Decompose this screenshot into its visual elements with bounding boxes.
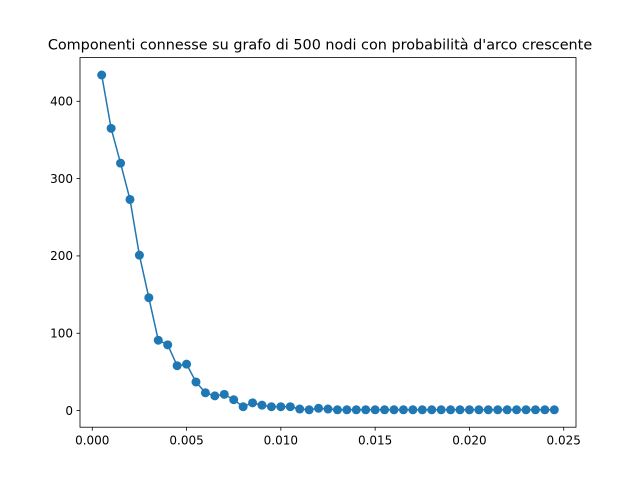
- data-point: [436, 405, 446, 415]
- plot-area: [97, 70, 559, 415]
- data-point: [455, 405, 465, 415]
- data-point: [398, 405, 408, 415]
- y-tick-label: 0: [65, 404, 73, 418]
- data-point: [153, 335, 163, 345]
- data-point: [493, 405, 503, 415]
- data-point: [521, 405, 531, 415]
- data-point: [163, 340, 173, 350]
- data-point: [191, 377, 201, 387]
- data-point: [304, 405, 314, 415]
- y-tick-label: 300: [50, 172, 73, 186]
- y-tick-label: 400: [50, 95, 73, 109]
- data-point: [97, 70, 107, 80]
- data-point: [464, 405, 474, 415]
- x-tick-label: 0.015: [358, 434, 392, 448]
- x-tick-label: 0.020: [452, 434, 486, 448]
- data-point: [332, 405, 342, 415]
- data-point: [134, 250, 144, 260]
- data-point: [116, 158, 126, 168]
- data-point: [238, 402, 248, 412]
- chart-title: Componenti connesse su grafo di 500 nodi…: [48, 38, 593, 54]
- data-point: [144, 293, 154, 303]
- data-point: [446, 405, 456, 415]
- data-point: [417, 405, 427, 415]
- axes-frame: [79, 57, 577, 428]
- data-point: [540, 405, 550, 415]
- data-point: [266, 402, 276, 412]
- data-point: [106, 123, 116, 133]
- data-point: [200, 388, 210, 398]
- data-point: [361, 405, 371, 415]
- x-tick-label: 0.005: [169, 434, 203, 448]
- series-line: [100, 74, 556, 411]
- x-tick-label: 0.010: [264, 434, 298, 448]
- data-point: [389, 405, 399, 415]
- data-point: [323, 404, 333, 414]
- data-point: [285, 402, 295, 412]
- data-point: [474, 405, 484, 415]
- data-point: [295, 404, 305, 414]
- data-point: [125, 194, 135, 204]
- y-tick-label: 100: [50, 327, 73, 341]
- data-point: [530, 405, 540, 415]
- data-point: [370, 405, 380, 415]
- data-point: [512, 405, 522, 415]
- data-point: [342, 405, 352, 415]
- data-point: [408, 405, 418, 415]
- data-point: [276, 402, 286, 412]
- x-tick-label: 0.000: [75, 434, 109, 448]
- x-tick-label: 0.025: [547, 434, 581, 448]
- data-point: [210, 391, 220, 401]
- data-point: [380, 405, 390, 415]
- data-point: [219, 389, 229, 399]
- data-point: [172, 361, 182, 371]
- data-point: [314, 403, 324, 413]
- data-point: [427, 405, 437, 415]
- y-tick-label: 200: [50, 249, 73, 263]
- data-point: [257, 400, 267, 410]
- data-point: [351, 405, 361, 415]
- data-point: [549, 405, 559, 415]
- data-point: [248, 398, 258, 408]
- data-point: [502, 405, 512, 415]
- data-point: [229, 395, 239, 405]
- data-point: [182, 359, 192, 369]
- data-point: [483, 405, 493, 415]
